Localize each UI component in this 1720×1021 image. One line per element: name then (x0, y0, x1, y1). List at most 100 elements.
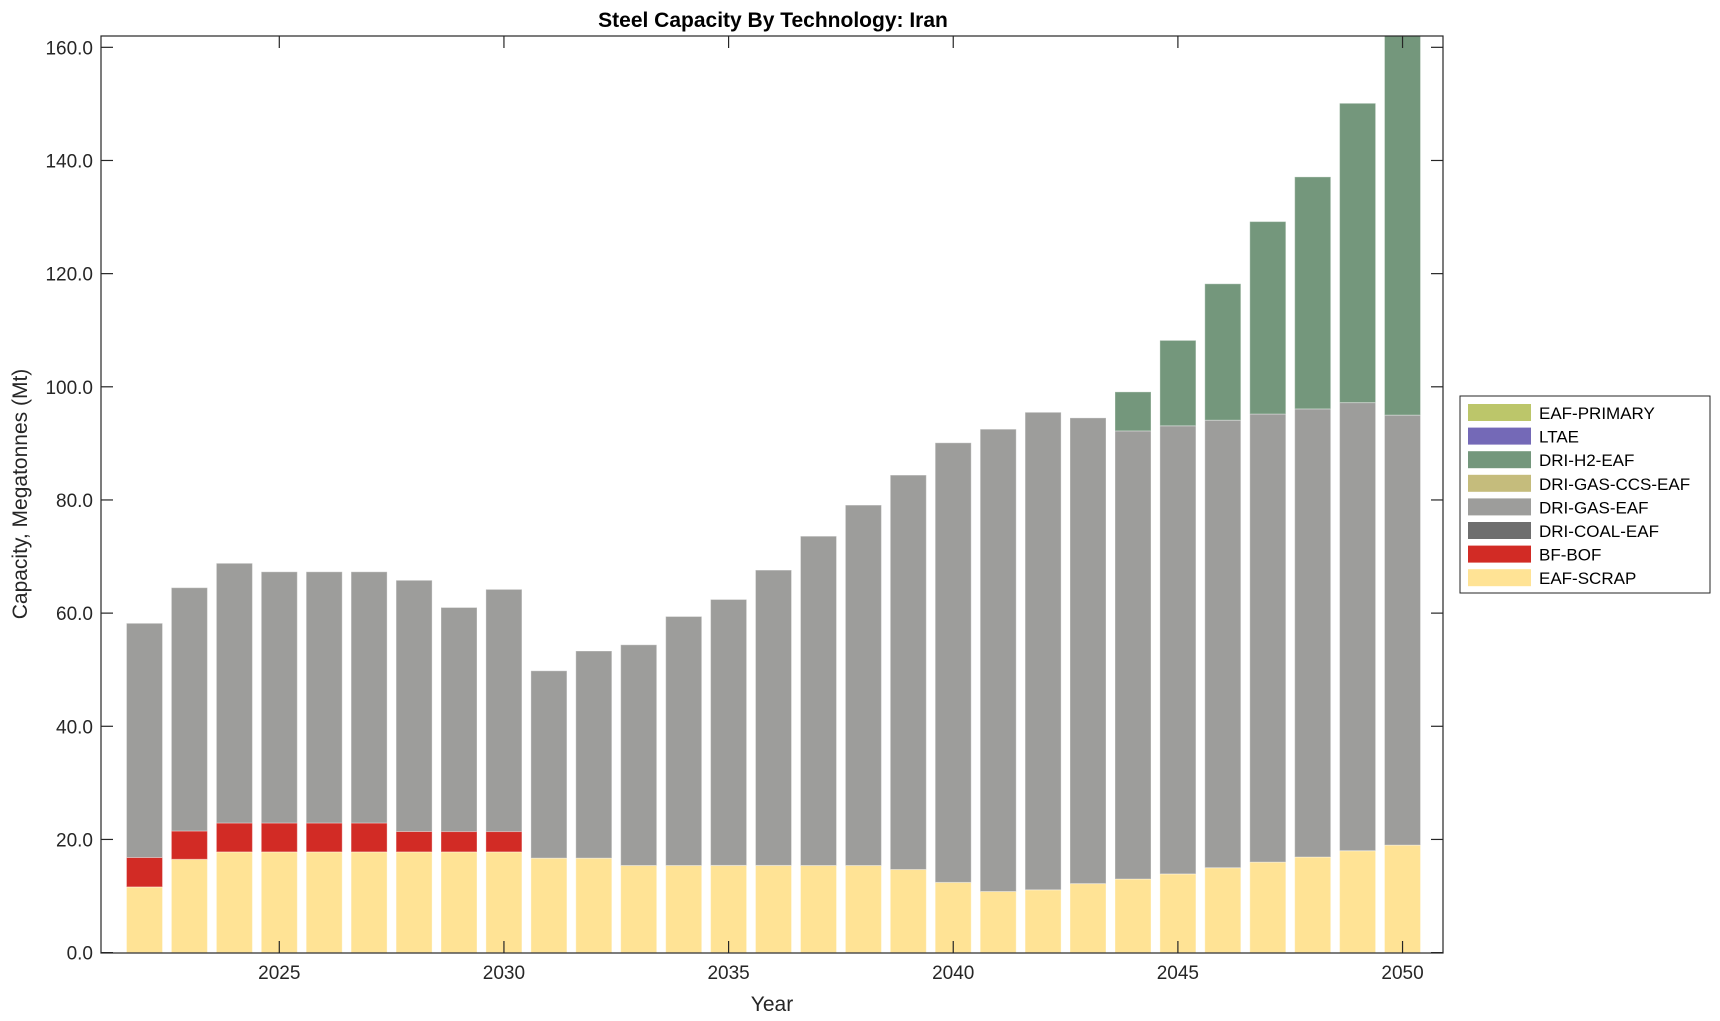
chart-title: Steel Capacity By Technology: Iran (598, 9, 948, 32)
legend-swatch (1468, 498, 1531, 516)
bar-segment-dri-h2-eaf-2049 (1339, 102, 1377, 404)
legend-label: LTAE (1539, 428, 1579, 447)
bar-segment-bf-bof-2028 (395, 831, 433, 853)
bar-segment-eaf-scrap-2025 (260, 851, 298, 953)
y-tick-label: 20.0 (56, 830, 93, 851)
bar-segment-dri-gas-eaf-2028 (395, 579, 433, 832)
bar-segment-eaf-scrap-2028 (395, 851, 433, 953)
bar-segment-eaf-scrap-2045 (1159, 873, 1197, 953)
bar-segment-eaf-scrap-2048 (1294, 856, 1332, 953)
bar-segment-dri-gas-eaf-2039 (889, 474, 927, 870)
bar-segment-bf-bof-2029 (440, 831, 478, 853)
bar-segment-dri-gas-eaf-2036 (755, 569, 792, 866)
bar-segment-dri-gas-eaf-2027 (350, 571, 388, 824)
bar-segment-eaf-scrap-2030 (485, 851, 523, 953)
bar-segment-eaf-scrap-2049 (1339, 850, 1377, 953)
bar-segment-bf-bof-2030 (485, 831, 523, 853)
bar-segment-dri-gas-eaf-2038 (844, 504, 882, 866)
bar-segment-dri-gas-eaf-2049 (1339, 402, 1377, 852)
bar-segment-eaf-scrap-2038 (844, 865, 882, 953)
bar-segment-bf-bof-2023 (170, 830, 208, 860)
bar-segment-dri-gas-eaf-2050 (1384, 414, 1421, 846)
bar-segment-eaf-scrap-2040 (934, 881, 972, 953)
bar-segment-dri-h2-eaf-2048 (1294, 176, 1332, 410)
bar-segment-eaf-scrap-2035 (710, 865, 748, 953)
bar-segment-eaf-scrap-2033 (620, 865, 658, 953)
bar-segment-dri-gas-eaf-2031 (530, 670, 568, 859)
legend-label: EAF-PRIMARY (1539, 404, 1655, 423)
bar-segment-eaf-scrap-2032 (575, 857, 613, 953)
bar-segment-eaf-scrap-2037 (800, 865, 837, 953)
y-tick-label: 60.0 (56, 604, 93, 625)
legend-label: EAF-SCRAP (1539, 569, 1636, 588)
legend-item-dri-coal-eaf: DRI-COAL-EAF (1468, 522, 1659, 541)
bar-segment-dri-gas-eaf-2042 (1024, 411, 1062, 891)
legend: EAF-PRIMARY LTAE DRI-H2-EAF DRI-GAS-CCS-EAF… (1459, 395, 1711, 594)
bar-segment-dri-gas-eaf-2026 (305, 571, 343, 824)
legend-item-bf-bof: BF-BOF (1468, 545, 1601, 565)
bar-segment-dri-gas-eaf-2044 (1114, 430, 1152, 880)
legend-swatch (1468, 569, 1531, 587)
legend-label: DRI-GAS-EAF (1539, 498, 1649, 517)
legend-label: BF-BOF (1539, 546, 1601, 565)
legend-swatch (1468, 545, 1531, 563)
bar-segment-eaf-scrap-2042 (1024, 889, 1062, 953)
bar-segment-eaf-scrap-2023 (170, 858, 208, 953)
bar-segment-eaf-scrap-2039 (889, 868, 927, 953)
bar-segment-dri-h2-eaf-2045 (1159, 339, 1197, 427)
plot-frame (100, 35, 1444, 954)
bar-segment-eaf-scrap-2050 (1384, 844, 1421, 953)
bar-segment-dri-gas-eaf-2040 (934, 442, 972, 883)
bar-segment-eaf-scrap-2044 (1114, 878, 1152, 953)
bar-segment-eaf-scrap-2029 (440, 851, 478, 953)
y-tick-label: 80.0 (56, 491, 93, 512)
y-axis: 0.0 20.0 40.0 60.0 80.0 100.0 120.0 140.0 160.0 (45, 38, 1443, 965)
bar-segment-dri-gas-eaf-2046 (1204, 419, 1242, 869)
bar-segment-eaf-scrap-2046 (1204, 867, 1242, 953)
legend-item-eaf-primary: EAF-PRIMARY (1468, 404, 1655, 423)
legend-label: DRI-GAS-CCS-EAF (1539, 475, 1690, 494)
bars-group (126, 36, 1421, 953)
y-tick-label: 140.0 (45, 151, 93, 172)
bar-segment-eaf-scrap-2027 (350, 851, 388, 953)
bar-segment-dri-h2-eaf-2050 (1384, 36, 1421, 416)
legend-swatch (1468, 404, 1531, 421)
y-tick-label: 160.0 (45, 38, 93, 59)
bar-segment-dri-h2-eaf-2046 (1204, 283, 1242, 421)
bar-segment-dri-gas-eaf-2024 (215, 562, 253, 824)
x-tick-label: 2040 (932, 963, 974, 984)
bar-segment-dri-gas-eaf-2037 (800, 535, 837, 866)
bar-segment-dri-gas-eaf-2030 (485, 588, 523, 833)
legend-swatch (1468, 522, 1531, 539)
bar-segment-bf-bof-2024 (215, 822, 253, 853)
legend-swatch (1468, 451, 1531, 469)
legend-swatch (1468, 474, 1531, 492)
bar-segment-dri-gas-eaf-2023 (170, 587, 208, 832)
bar-segment-eaf-scrap-2034 (665, 865, 703, 953)
x-tick-label: 2025 (258, 963, 300, 984)
legend-swatch (1468, 427, 1531, 445)
bar-segment-dri-h2-eaf-2047 (1249, 221, 1287, 415)
bar-segment-dri-h2-eaf-2044 (1114, 391, 1152, 432)
y-tick-label: 120.0 (45, 265, 93, 286)
bar-segment-bf-bof-2022 (126, 857, 163, 888)
y-tick-label: 0.0 (67, 944, 93, 965)
bar-segment-dri-gas-eaf-2047 (1249, 413, 1287, 863)
legend-label: DRI-H2-EAF (1539, 451, 1634, 470)
legend-item-ltae: LTAE (1468, 427, 1579, 447)
x-axis: 2025 2030 2035 2040 2045 2050 (258, 36, 1424, 984)
legend-item-dri-h2-eaf: DRI-H2-EAF (1468, 451, 1634, 470)
bar-segment-dri-gas-eaf-2025 (260, 571, 298, 824)
bar-segment-dri-gas-eaf-2034 (665, 616, 703, 866)
bar-segment-bf-bof-2025 (260, 822, 298, 853)
y-axis-title: Capacity, Megatonnes (Mt) (9, 369, 32, 620)
legend-item-dri-gas-eaf: DRI-GAS-EAF (1468, 498, 1649, 517)
bar-segment-dri-gas-eaf-2043 (1069, 417, 1107, 885)
bar-segment-dri-gas-eaf-2032 (575, 650, 613, 859)
bar-segment-eaf-scrap-2031 (530, 857, 568, 953)
x-tick-label: 2030 (483, 963, 525, 984)
bar-segment-dri-gas-eaf-2033 (620, 644, 658, 866)
bar-segment-eaf-scrap-2047 (1249, 861, 1287, 953)
legend-item-eaf-scrap: EAF-SCRAP (1468, 569, 1636, 588)
